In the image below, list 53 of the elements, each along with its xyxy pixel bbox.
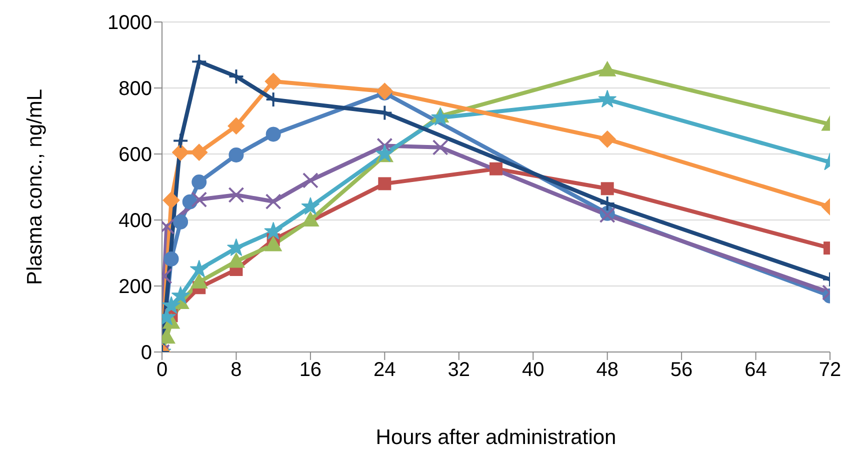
point bbox=[191, 192, 208, 208]
y-tick-label: 400 bbox=[118, 210, 152, 232]
x-tick-label: 64 bbox=[744, 359, 767, 382]
y-tick-label: 600 bbox=[118, 144, 152, 166]
point bbox=[228, 252, 245, 268]
point bbox=[190, 260, 208, 278]
point bbox=[228, 68, 244, 84]
x-axis-title: Hours after administration bbox=[376, 426, 616, 449]
point bbox=[598, 90, 616, 108]
point bbox=[599, 196, 616, 212]
y-tick-label: 1000 bbox=[108, 12, 152, 34]
point bbox=[191, 54, 208, 70]
x-tick-label: 48 bbox=[596, 359, 618, 382]
point bbox=[228, 186, 244, 203]
point bbox=[162, 296, 180, 314]
point bbox=[378, 177, 392, 190]
point bbox=[598, 130, 616, 148]
point bbox=[173, 214, 188, 230]
point bbox=[190, 144, 208, 161]
x-tick-label: 24 bbox=[374, 359, 396, 382]
point bbox=[264, 222, 282, 240]
point bbox=[598, 61, 616, 76]
point bbox=[227, 238, 246, 256]
point bbox=[264, 236, 282, 252]
x-tick-label: 40 bbox=[522, 359, 544, 382]
x-tick-label: 72 bbox=[818, 359, 842, 382]
point bbox=[490, 162, 502, 176]
point bbox=[171, 286, 190, 304]
y-tick-label: 0 bbox=[140, 342, 152, 364]
x-tick-label: 0 bbox=[156, 359, 168, 382]
point bbox=[190, 274, 208, 289]
point bbox=[432, 139, 448, 156]
point bbox=[164, 251, 179, 266]
x-tick-label: 16 bbox=[299, 359, 322, 382]
point bbox=[172, 144, 190, 161]
point bbox=[172, 132, 189, 149]
point bbox=[301, 197, 320, 215]
point bbox=[228, 117, 245, 134]
point bbox=[162, 192, 180, 209]
y-axis-title: Plasma conc., ng/mL bbox=[23, 88, 46, 286]
point bbox=[266, 126, 281, 142]
y-tick-label: 800 bbox=[118, 78, 152, 100]
point bbox=[302, 172, 318, 188]
point bbox=[228, 147, 244, 162]
x-tick-label: 8 bbox=[230, 359, 242, 382]
x-tick-label: 32 bbox=[448, 359, 470, 382]
point bbox=[192, 174, 207, 190]
x-tick-label: 56 bbox=[670, 359, 693, 382]
point bbox=[182, 194, 198, 210]
point bbox=[264, 72, 282, 90]
point bbox=[600, 182, 614, 196]
y-tick-label: 200 bbox=[118, 276, 152, 298]
point bbox=[265, 194, 282, 210]
